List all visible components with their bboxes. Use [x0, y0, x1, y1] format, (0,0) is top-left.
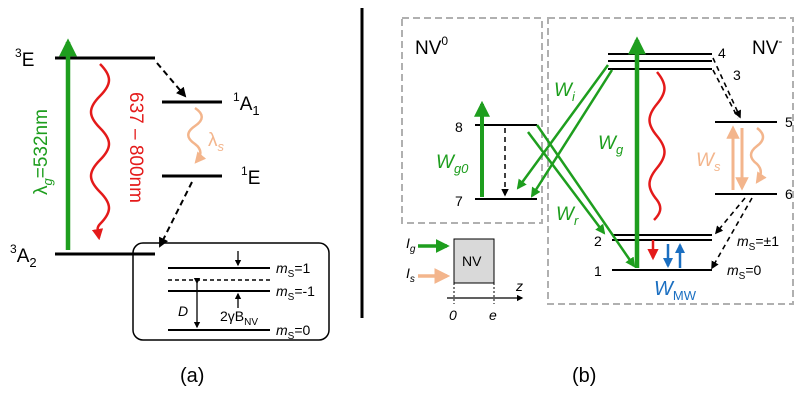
label-nv0: NV0 — [415, 34, 448, 59]
ground-state-inset — [132, 242, 330, 341]
label-level-4: 4 — [718, 45, 726, 61]
label-3E: 3E — [15, 46, 34, 71]
label-zeeman: 2γBNV — [220, 308, 258, 328]
legend-label-Ig: Ig — [406, 235, 416, 255]
panel-b: NV0 NV- 8 7 Wg0 4 3 5 6 2 1 mS=±1 mS=0 W… — [401, 17, 794, 387]
panel-a: 3E 3A2 1A1 1E λg=532nm 637 – 800nm λs D — [10, 38, 330, 387]
legend-z-label: z — [515, 278, 523, 294]
label-Wg0: Wg0 — [436, 152, 469, 176]
label-Wr: Wr — [556, 204, 579, 228]
caption-b: (b) — [572, 365, 596, 387]
label-level-6: 6 — [785, 186, 793, 202]
label-Wg: Wg — [598, 133, 624, 157]
nvm-box — [547, 17, 794, 305]
label-msm1: mS=-1 — [276, 283, 315, 303]
label-nvm: NV- — [752, 34, 782, 59]
singlet-wavy — [749, 127, 767, 184]
label-level-7: 7 — [455, 193, 463, 209]
label-WMW: WMW — [654, 278, 697, 303]
label-level-1: 1 — [594, 263, 602, 279]
label-emission-range: 637 – 800nm — [125, 92, 146, 203]
isc-arrow-b-3 — [714, 197, 746, 235]
label-ms-pm1: mS=±1 — [737, 233, 779, 253]
recombination-arrow-1 — [535, 124, 636, 268]
isc-arrow-b-2 — [712, 69, 739, 119]
emission-wavy-arrow — [89, 63, 111, 241]
label-1A1: 1A1 — [233, 90, 260, 118]
label-3A2: 3A2 — [10, 242, 37, 270]
label-Ws: Ws — [696, 150, 721, 174]
label-lambda-g: λg=532nm — [31, 109, 55, 195]
nv0-box — [401, 17, 543, 224]
label-lambda-s: λs — [208, 130, 225, 154]
label-ms0: mS=0 — [276, 322, 311, 342]
recombination-arrow-2 — [527, 131, 606, 235]
ionization-arrow-1 — [516, 64, 610, 190]
label-Wi: Wi — [554, 80, 576, 104]
legend-nv-label: NV — [462, 253, 482, 269]
label-ms1: mS=1 — [276, 260, 311, 280]
isc-arrow-b-4 — [711, 197, 753, 270]
ionization-arrow-2 — [530, 69, 614, 198]
isc-arrow-upper — [156, 62, 187, 98]
nvm-emission-wavy — [648, 71, 666, 221]
legend-nv-box — [453, 238, 495, 284]
label-ms-0: mS=0 — [727, 262, 762, 282]
singlet-emission-arrow — [187, 106, 207, 164]
legend-ticke-label: e — [489, 307, 497, 323]
label-level-3: 3 — [733, 67, 741, 83]
isc-arrow-b-1 — [712, 57, 741, 119]
label-1E: 1E — [241, 164, 260, 189]
label-level-8: 8 — [455, 119, 463, 135]
label-D: D — [178, 303, 188, 319]
label-level-2: 2 — [594, 233, 602, 249]
isc-arrow-lower — [159, 181, 193, 248]
legend-label-Is: Is — [406, 265, 415, 285]
label-level-5: 5 — [785, 114, 793, 130]
legend-tick0-label: 0 — [449, 307, 457, 323]
caption-a: (a) — [180, 365, 204, 387]
